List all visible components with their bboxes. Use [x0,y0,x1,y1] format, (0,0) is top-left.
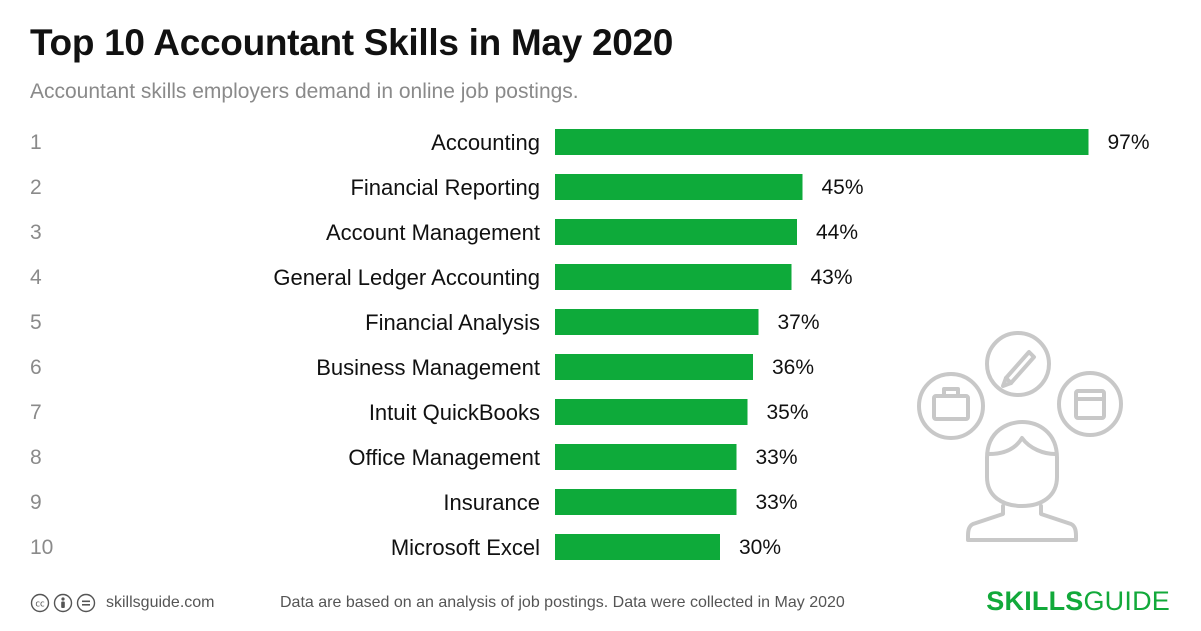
pencil-icon [985,331,1051,397]
value-label: 44% [816,221,858,244]
rank-label: 1 [30,131,42,154]
nd-icon [76,593,96,613]
bar [555,354,753,380]
by-icon [53,593,73,613]
footer-site-link[interactable]: skillsguide.com [106,594,215,611]
value-label: 97% [1108,131,1150,154]
rank-label: 3 [30,221,42,244]
bar [555,399,748,425]
value-label: 45% [822,176,864,199]
category-label: Intuit QuickBooks [369,400,540,425]
bar [555,219,797,245]
category-label: Insurance [443,490,540,515]
svg-text:cc: cc [35,600,45,610]
category-label: Financial Reporting [350,175,540,200]
rank-label: 8 [30,446,42,469]
bar [555,534,720,560]
brand-logo[interactable]: SKILLSGUIDE [986,586,1170,617]
rank-label: 10 [30,536,53,559]
value-label: 37% [778,311,820,334]
person-skills-illustration [917,331,1123,542]
rank-label: 5 [30,311,42,334]
brand-logo-light: GUIDE [1083,586,1170,616]
bar [555,174,803,200]
bar [555,444,737,470]
rank-label: 7 [30,401,42,424]
bar-chart: 1 Accounting 97% 2 Financial Reporting 45% 3 Ac… [30,129,1150,560]
rank-label: 4 [30,266,42,289]
bar [555,309,759,335]
rank-label: 9 [30,491,42,514]
value-label: 30% [739,536,781,559]
license-icons: cc [30,593,96,613]
bar [555,489,737,515]
chart-subtitle: Accountant skills employers demand in on… [30,80,579,103]
rank-label: 6 [30,356,42,379]
category-label: Business Management [316,355,540,380]
bar [555,264,792,290]
category-label: Accounting [431,130,540,155]
category-label: Office Management [348,445,540,470]
category-label: Financial Analysis [365,310,540,335]
category-label: Account Management [326,220,540,245]
cc-icon: cc [30,593,50,613]
brand-logo-bold: SKILLS [986,586,1084,616]
person-icon [966,420,1078,542]
rank-label: 2 [30,176,42,199]
value-label: 36% [772,356,814,379]
window-icon [1057,371,1123,437]
briefcase-icon [917,372,985,440]
footer-note: Data are based on an analysis of job pos… [280,594,845,611]
category-label: General Ledger Accounting [273,265,540,290]
value-label: 43% [811,266,853,289]
value-label: 35% [767,401,809,424]
value-label: 33% [756,491,798,514]
category-label: Microsoft Excel [391,535,540,560]
footer-source: cc skillsguide.com [30,592,214,614]
value-label: 33% [756,446,798,469]
chart-title: Top 10 Accountant Skills in May 2020 [30,22,674,63]
bar [555,129,1089,155]
